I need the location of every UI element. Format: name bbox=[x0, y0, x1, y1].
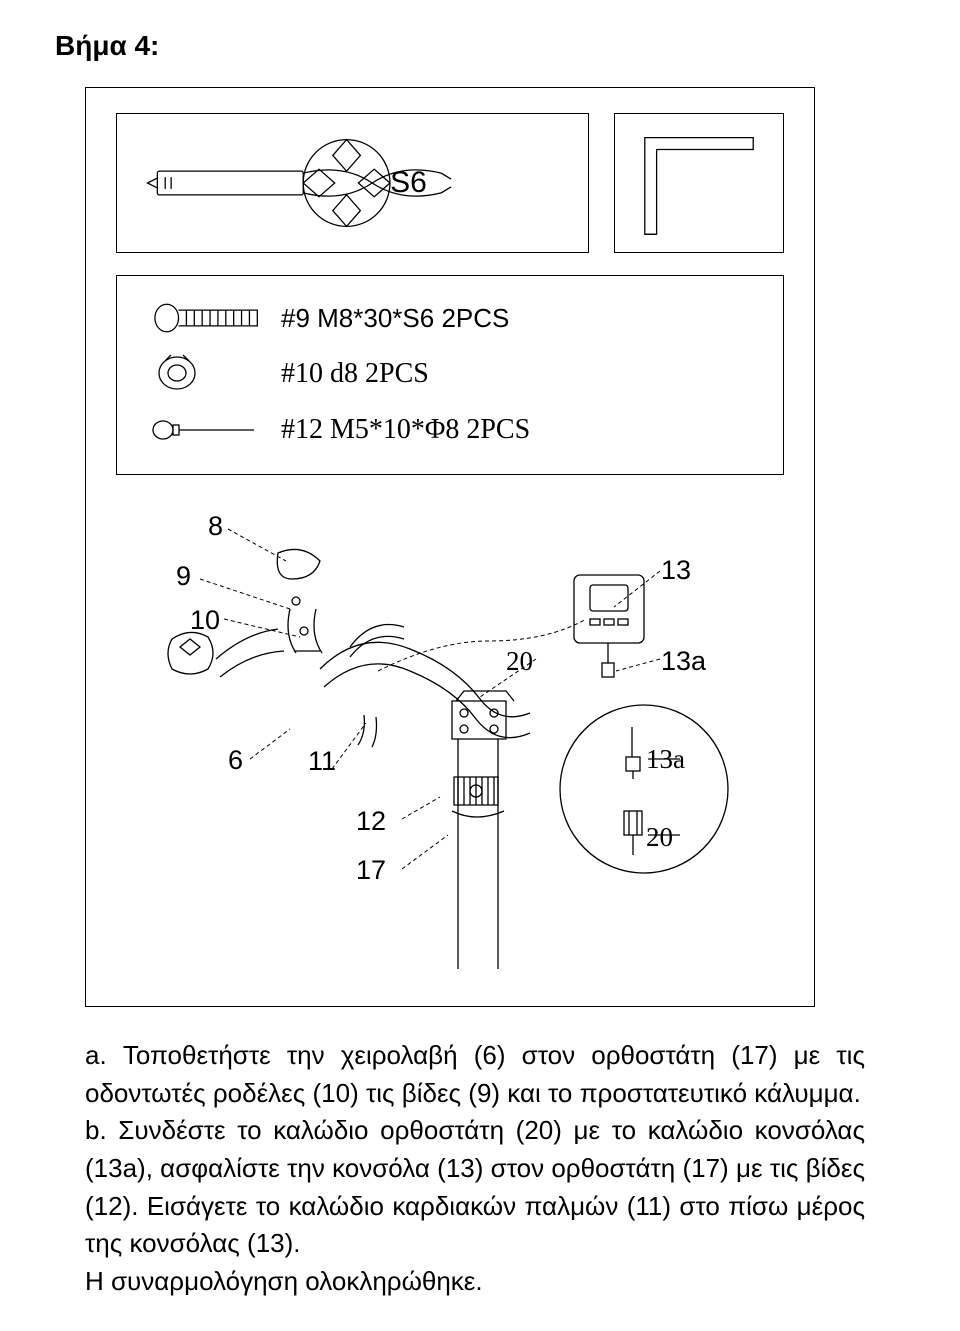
diagram-number: 13a bbox=[646, 744, 685, 775]
parts-list-box: #9 M8*30*S6 2PCS #10 d8 2PCS #12 M5*10 bbox=[116, 275, 784, 475]
diagram-number: 13a bbox=[661, 646, 706, 677]
assembly-diagram: 8 9 10 6 11 12 17 20 13 13a 13a 20 bbox=[116, 501, 784, 981]
figure-main-box: S6 #9 M8*30*S6 2PCS bbox=[85, 87, 815, 1007]
wrench-label: S6 bbox=[390, 166, 427, 200]
wrench-icon bbox=[117, 114, 588, 252]
para-b: b. Συνδέστε το καλώδιο ορθοστάτη (20) με… bbox=[85, 1115, 865, 1258]
allen-key-icon bbox=[615, 114, 783, 252]
washer-icon bbox=[137, 351, 277, 397]
parts-row-12: #12 M5*10*Φ8 2PCS bbox=[137, 402, 763, 458]
small-bolt-icon bbox=[137, 415, 277, 445]
para-a: a. Τοποθετήστε την χειρολαβή (6) στον ορ… bbox=[85, 1040, 865, 1108]
diagram-number: 20 bbox=[646, 822, 673, 853]
diagram-number: 11 bbox=[308, 746, 336, 777]
step-heading: Βήμα 4: bbox=[55, 30, 905, 62]
diagram-number: 13 bbox=[661, 555, 691, 586]
diagram-number: 20 bbox=[506, 646, 533, 677]
parts-row-10: #10 d8 2PCS bbox=[137, 346, 763, 402]
parts-label: #10 d8 2PCS bbox=[277, 358, 429, 390]
tool-allen-box bbox=[614, 113, 784, 253]
diagram-number: 12 bbox=[356, 806, 386, 837]
diagram-number: 10 bbox=[190, 605, 220, 636]
tool-row: S6 bbox=[116, 113, 784, 253]
tool-wrench-box: S6 bbox=[116, 113, 589, 253]
parts-row-9: #9 M8*30*S6 2PCS bbox=[137, 290, 763, 346]
diagram-number: 9 bbox=[176, 561, 191, 592]
diagram-number: 6 bbox=[228, 745, 243, 776]
instructions-paragraph: a. Τοποθετήστε την χειρολαβή (6) στον ορ… bbox=[85, 1037, 865, 1301]
parts-label: #12 M5*10*Φ8 2PCS bbox=[277, 414, 530, 446]
para-end: Η συναρμολόγηση ολοκληρώθηκε. bbox=[85, 1266, 483, 1296]
diagram-number: 17 bbox=[356, 855, 386, 886]
diagram-number: 8 bbox=[208, 511, 223, 542]
bolt-icon bbox=[137, 298, 277, 338]
parts-label: #9 M8*30*S6 2PCS bbox=[277, 303, 509, 334]
